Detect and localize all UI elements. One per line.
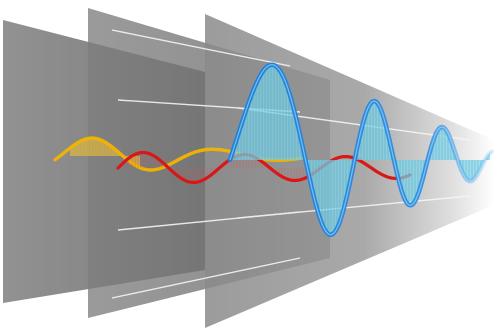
red-wave: [116, 150, 412, 185]
blue-wave-highlight: [229, 64, 493, 236]
red-wave-line: [116, 150, 412, 185]
blue-wave-fill: [230, 64, 490, 235]
blue-wave: [227, 62, 494, 237]
